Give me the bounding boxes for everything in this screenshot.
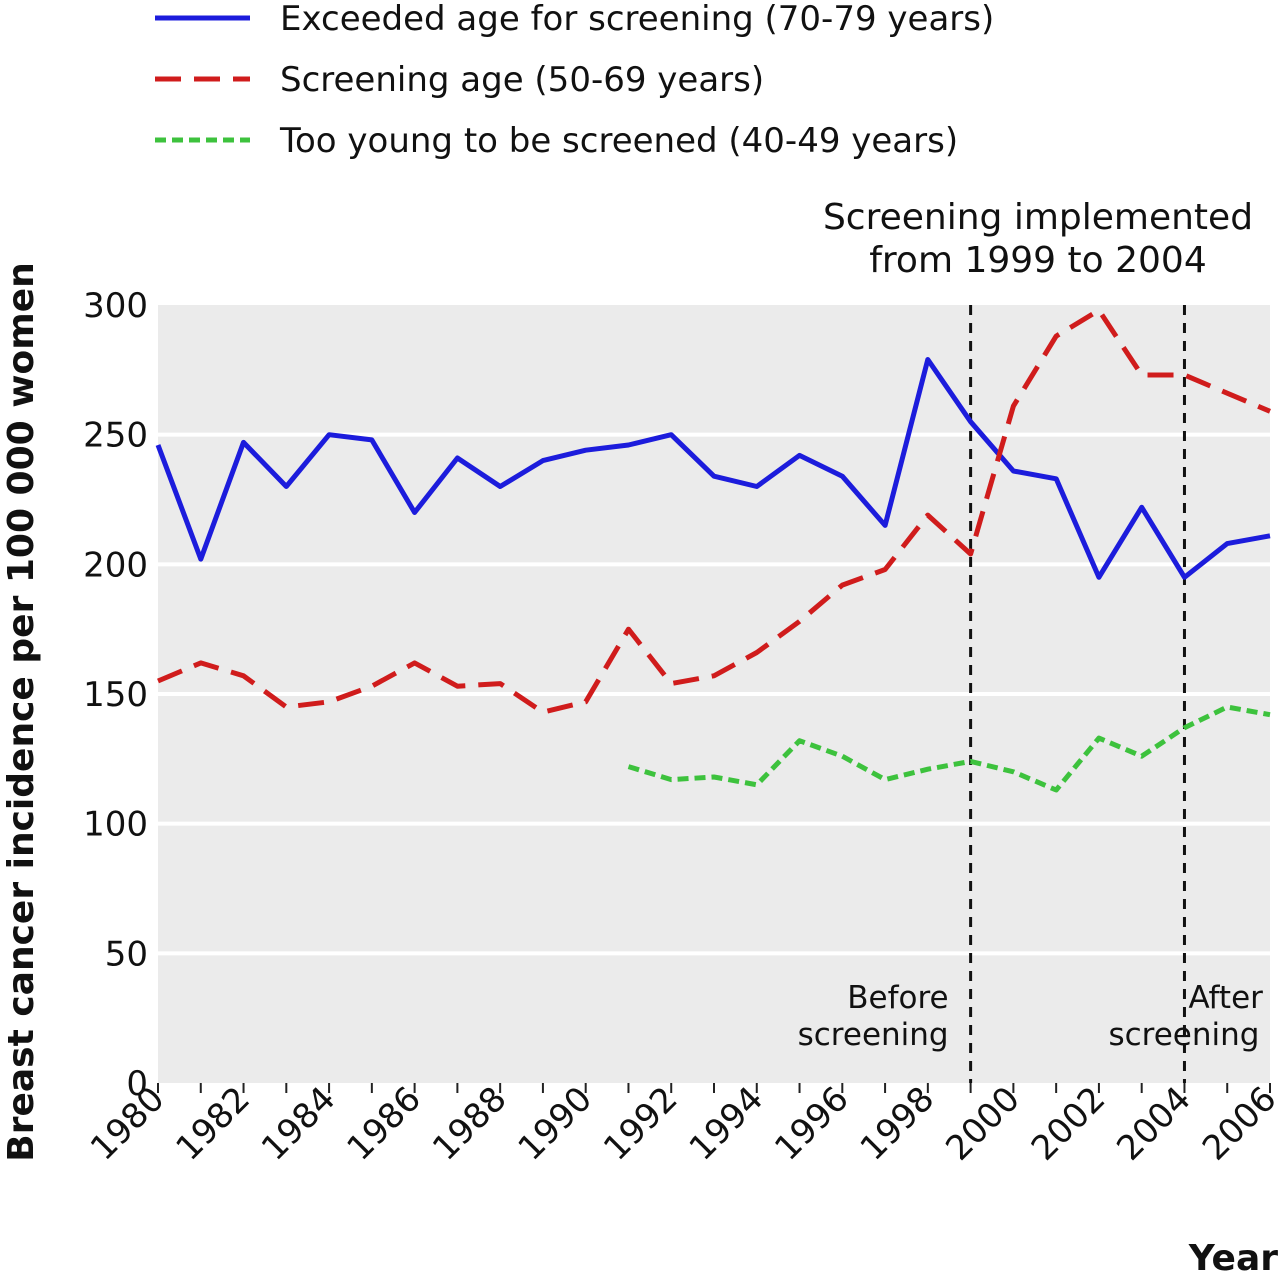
legend-label: Screening age (50-69 years) bbox=[280, 60, 764, 100]
marker-label-line: screening bbox=[798, 1017, 949, 1053]
y-tick-label: 200 bbox=[83, 545, 148, 585]
y-tick-label: 50 bbox=[105, 934, 148, 974]
marker-label-line: After bbox=[1188, 980, 1263, 1016]
series-line-1 bbox=[155, 357, 1271, 580]
legend-label: Exceeded age for screening (70-79 years) bbox=[280, 0, 994, 39]
x-axis-ticks: 1980198219841986198819901992199419961998… bbox=[83, 1079, 1280, 1168]
marker-label-line: Before bbox=[847, 980, 948, 1016]
series-line-3 bbox=[627, 704, 1271, 793]
screening-marker-lines bbox=[969, 305, 1186, 1083]
x-tick-label: 2006 bbox=[1195, 1079, 1280, 1168]
annotation-line-1: Screening implemented bbox=[823, 197, 1253, 238]
x-axis-title: Year bbox=[1188, 1238, 1278, 1275]
marker-label-line: screening bbox=[1108, 1017, 1259, 1053]
annotation-line-2: from 1999 to 2004 bbox=[869, 240, 1206, 281]
legend-label: Too young to be screened (40-49 years) bbox=[279, 121, 958, 161]
series-lines bbox=[155, 307, 1271, 793]
y-axis-ticks: 0 50 100 150 200 250 300 bbox=[83, 286, 148, 1104]
y-tick-label: 100 bbox=[83, 805, 148, 845]
series-line-2 bbox=[157, 307, 1271, 715]
y-tick-label: 150 bbox=[83, 675, 148, 715]
y-tick-label: 250 bbox=[83, 416, 148, 456]
legend: Exceeded age for screening (70-79 years)… bbox=[155, 0, 994, 161]
y-tick-label: 300 bbox=[83, 286, 148, 326]
y-tick-label: 0 bbox=[126, 1064, 148, 1104]
y-axis-title: Breast cancer incidence per 100 000 wome… bbox=[1, 262, 42, 1162]
